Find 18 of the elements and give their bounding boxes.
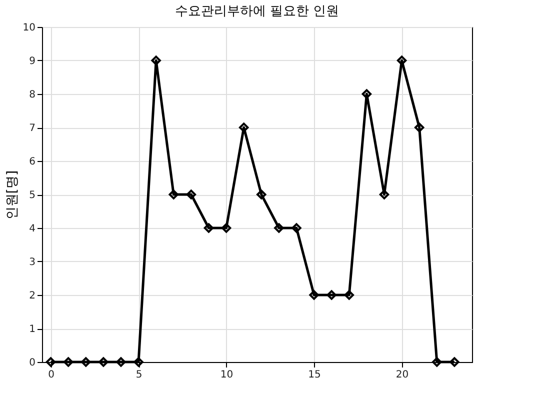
x-tick-label: 5: [136, 370, 142, 380]
y-tick-label: 3: [29, 257, 36, 268]
y-tick-label: 10: [22, 22, 36, 34]
chart-title: 수요관리부하에 필요한 인원: [174, 4, 340, 19]
y-tick-label: 8: [29, 90, 36, 100]
x-tick-label: 20: [396, 370, 409, 380]
y-tick-label: 5: [29, 190, 36, 201]
y-tick-label: 7: [29, 123, 36, 134]
y-tick-label: 0: [29, 358, 36, 368]
x-tick-label: 15: [308, 370, 321, 380]
y-tick-label: 9: [29, 56, 36, 67]
y-tick-label: 1: [29, 324, 36, 335]
y-tick-label: 6: [29, 156, 36, 168]
y-axis-title: 인원[명]: [4, 170, 20, 220]
x-tick-label: 10: [220, 370, 234, 380]
y-tick-label: 4: [29, 224, 36, 234]
y-tick-label: 2: [29, 290, 36, 302]
x-tick-label: 0: [48, 370, 54, 380]
